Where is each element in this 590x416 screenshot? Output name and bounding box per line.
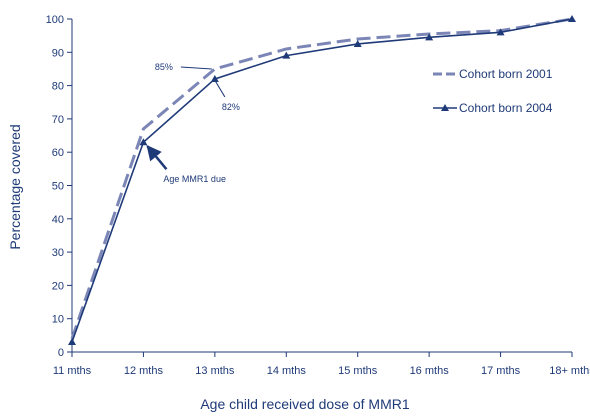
x-tick-label: 17 mths xyxy=(481,365,521,377)
y-tick-label: 50 xyxy=(52,181,64,193)
x-tick-label: 11 mths xyxy=(53,365,92,377)
y-tick-label: 70 xyxy=(52,114,64,126)
x-axis-ticks: 11 mths 12 mths 13 mths 14 mths 15 mths 16 mt… xyxy=(53,352,590,377)
series-1-point xyxy=(425,33,434,41)
annotation-mmr1-arrow xyxy=(146,145,168,171)
x-tick-label: 15 mths xyxy=(338,365,378,377)
annotation-85-label: 85% xyxy=(155,62,173,72)
y-tick-label: 60 xyxy=(52,147,64,159)
series-1-point xyxy=(496,28,505,36)
legend-marker-1 xyxy=(441,104,449,111)
y-tick-label: 80 xyxy=(52,81,64,93)
x-tick-label: 16 mths xyxy=(410,365,450,377)
series-1-point xyxy=(353,39,362,47)
legend: Cohort born 2001 Cohort born 2004 xyxy=(433,67,553,115)
y-axis-title: Percentage covered xyxy=(7,124,23,249)
series-line-0 xyxy=(70,17,573,340)
series-1-point xyxy=(68,338,76,346)
series-1-point xyxy=(139,138,148,146)
y-tick-label: 100 xyxy=(46,14,64,26)
x-tick-label: 18+ mths xyxy=(549,365,590,377)
annotation-82-leader xyxy=(215,81,226,98)
annotations: 85% 82% Age MMR1 due xyxy=(146,62,240,184)
series-layer xyxy=(68,15,576,346)
y-tick-label: 20 xyxy=(52,280,64,292)
y-tick-label: 90 xyxy=(52,47,64,59)
series-1-point xyxy=(210,74,219,82)
y-tick-label: 0 xyxy=(58,347,64,359)
legend-label-1: Cohort born 2004 xyxy=(459,101,553,115)
x-axis-title: Age child received dose of MMR1 xyxy=(200,396,410,412)
x-tick-label: 12 mths xyxy=(124,365,164,377)
series-1-point xyxy=(282,51,291,59)
annotation-mmr1-label: Age MMR1 due xyxy=(163,174,226,184)
series-1-point xyxy=(568,15,576,22)
x-tick-label: 14 mths xyxy=(267,365,307,377)
annotation-85-leader xyxy=(180,66,212,70)
y-axis-ticks: 0 10 20 30 40 50 60 70 80 90 100 xyxy=(46,14,72,359)
y-tick-label: 30 xyxy=(52,247,64,259)
series-line-1 xyxy=(71,18,573,343)
x-tick-label: 13 mths xyxy=(195,365,235,377)
annotation-82-label: 82% xyxy=(222,102,240,112)
y-tick-label: 10 xyxy=(52,314,64,326)
legend-label-0: Cohort born 2001 xyxy=(459,67,553,81)
y-tick-label: 40 xyxy=(52,214,64,226)
